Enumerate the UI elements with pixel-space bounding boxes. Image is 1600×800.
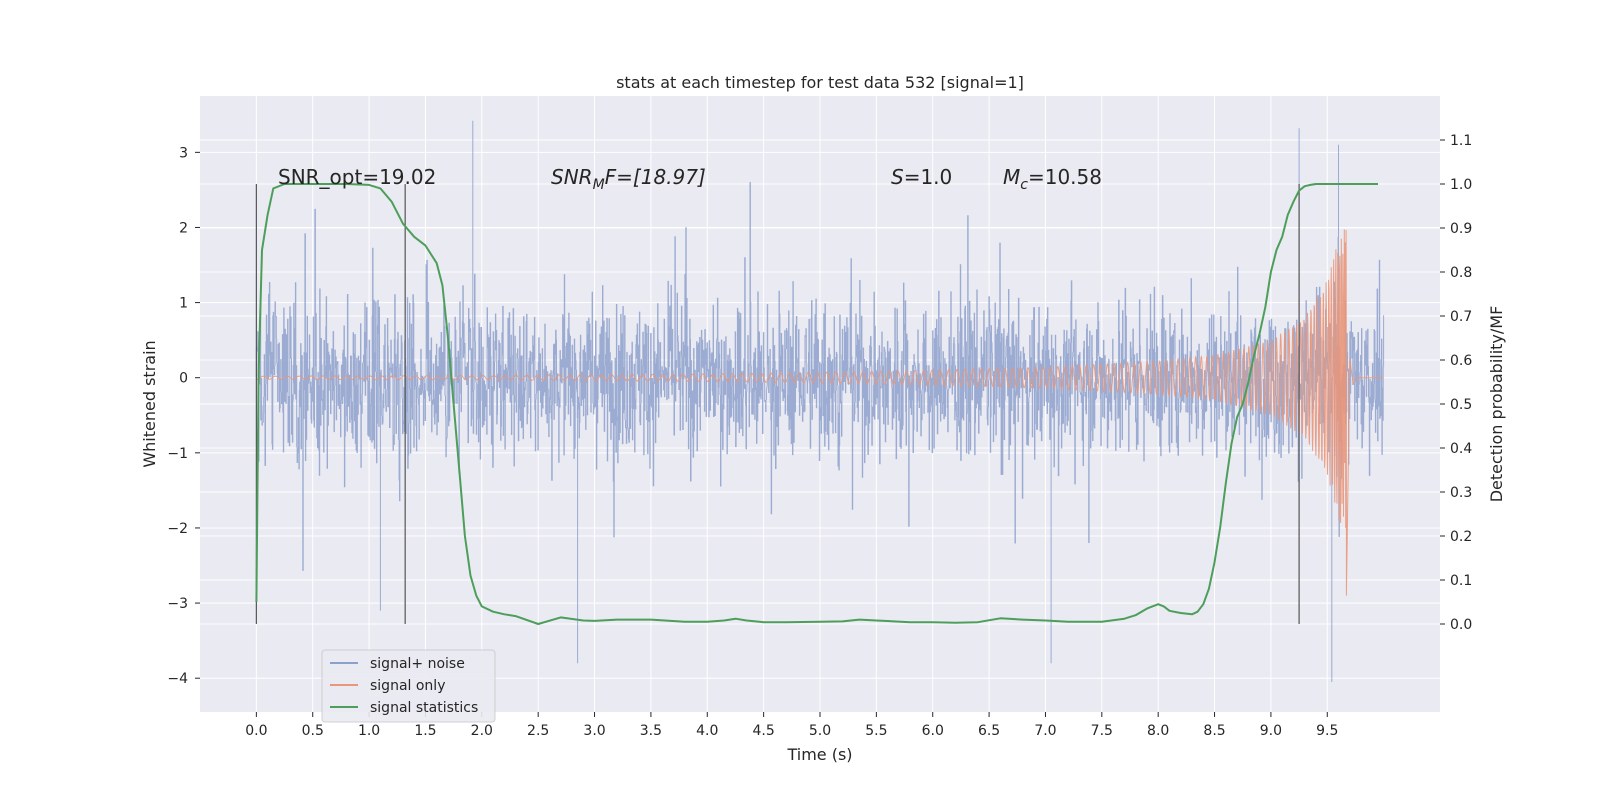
y-right-tick-label: 0.9 — [1450, 221, 1472, 237]
x-tick-label: 0.0 — [245, 723, 267, 739]
annotation-snr-opt: SNR_opt=19.02 — [278, 165, 436, 189]
x-tick-label: 0.5 — [302, 723, 324, 739]
y-left-tick-label: 3 — [179, 145, 188, 161]
signal-statistics-series — [255, 183, 1378, 625]
y-right-tick-label: 0.1 — [1450, 573, 1472, 589]
x-tick-label: 4.0 — [696, 723, 718, 739]
signal-only-line — [256, 229, 1384, 596]
legend-box — [321, 649, 496, 723]
legend-label-signal-plus-noise: signal+ noise — [370, 656, 465, 672]
legend-label-signal-only: signal only — [370, 678, 445, 694]
x-tick-label: 5.5 — [865, 723, 887, 739]
y-right-axis-label: Detection probability/MF — [1487, 306, 1506, 503]
y-left-tick-label: −1 — [167, 446, 188, 462]
x-tick-labels: 0.0 0.5 1.0 1.5 2.0 2.5 3.0 3.5 4.0 4.5 5.0 5.5 6.0 6… — [245, 712, 1338, 739]
x-tick-label: 6.5 — [978, 723, 1000, 739]
y-right-tick-label: 1.0 — [1450, 177, 1472, 193]
y-left-tick-label: −2 — [167, 521, 188, 537]
annotation-s: S=1.0 — [891, 165, 952, 189]
y-right-tick-label: 1.1 — [1450, 133, 1472, 149]
signal-statistics-line — [255, 183, 1378, 625]
y-right-tick-label: 0.5 — [1450, 397, 1472, 413]
x-tick-label: 8.0 — [1147, 723, 1169, 739]
chart-title: stats at each timestep for test data 532… — [616, 73, 1024, 92]
annotation-mc: Mc=10.58 — [1003, 165, 1102, 193]
x-tick-label: 4.5 — [753, 723, 775, 739]
y-left-tick-label: −3 — [167, 596, 188, 612]
x-tick-label: 7.0 — [1034, 723, 1056, 739]
y-left-tick-label: 1 — [179, 296, 188, 312]
x-tick-label: 1.5 — [414, 723, 436, 739]
x-tick-label: 1.0 — [358, 723, 380, 739]
x-tick-label: 6.0 — [922, 723, 944, 739]
y-right-tick-label: 0.7 — [1450, 309, 1472, 325]
legend-label-signal-statistics: signal statistics — [370, 700, 478, 716]
y-left-tick-label: 2 — [179, 220, 188, 236]
y-left-tick-label: 0 — [179, 371, 188, 387]
y-right-tick-label: 0.4 — [1450, 441, 1472, 457]
y-right-tick-label: 0.8 — [1450, 265, 1472, 281]
x-tick-label: 5.0 — [809, 723, 831, 739]
y-right-tick-label: 0.0 — [1450, 617, 1472, 633]
x-tick-label: 9.5 — [1316, 723, 1338, 739]
y-right-tick-label: 0.3 — [1450, 485, 1472, 501]
x-tick-label: 3.0 — [583, 723, 605, 739]
y-left-axis-label: Whitened strain — [140, 340, 159, 467]
x-axis-label: Time (s) — [786, 745, 852, 764]
x-tick-label: 2.5 — [527, 723, 549, 739]
x-tick-label: 3.5 — [640, 723, 662, 739]
x-tick-label: 8.5 — [1203, 723, 1225, 739]
x-tick-label: 7.5 — [1091, 723, 1113, 739]
y-right-tick-label: 0.2 — [1450, 529, 1472, 545]
legend: signal+ noise signal only signal statist… — [321, 649, 496, 723]
signal-only-series — [256, 229, 1384, 596]
y-right-tick-label: 0.6 — [1450, 353, 1472, 369]
y-left-tick-labels: 3 2 1 0 −1 −2 −3 −4 — [167, 145, 200, 687]
x-tick-label: 2.0 — [471, 723, 493, 739]
y-left-tick-label: −4 — [167, 671, 188, 687]
y-right-tick-labels: 1.1 1.0 0.9 0.8 0.7 0.6 0.5 0.4 0.3 0.2 0.1 0.0 — [1440, 133, 1472, 633]
annotation-snr-mf: SNRMF=[18.97] — [551, 165, 706, 193]
x-tick-label: 9.0 — [1260, 723, 1282, 739]
